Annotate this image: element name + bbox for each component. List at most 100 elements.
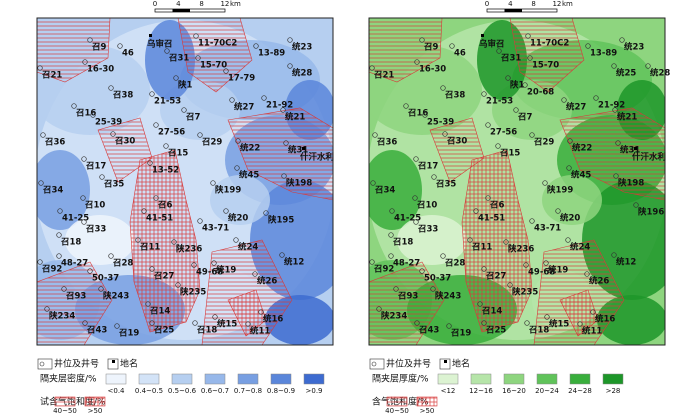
well-label: 召18: [197, 326, 217, 336]
well-label: 27-56: [158, 128, 185, 138]
well-label: 陕198: [286, 178, 312, 189]
well-symbol: [90, 112, 96, 118]
well-symbol: [263, 210, 269, 216]
well-label: 统21: [285, 112, 305, 123]
well-label: 41-25: [394, 214, 421, 224]
well-label: 统19: [548, 265, 568, 276]
legend-swatch: [105, 373, 127, 385]
scale-tick: 8: [199, 0, 203, 8]
contour-zone: [37, 150, 90, 230]
well-symbol: [197, 132, 203, 138]
well-label: 陕243: [435, 291, 461, 302]
well-label: 召28: [445, 259, 465, 269]
well-label: 13-89: [258, 49, 285, 59]
well-label: 陕199: [215, 185, 241, 196]
well-label: 召10: [85, 201, 105, 211]
well-symbol: [612, 107, 618, 113]
well-label: 召7: [186, 113, 201, 123]
well-symbol: [577, 321, 583, 327]
well-label: 召31: [501, 54, 521, 64]
well-label: 陕234: [49, 311, 75, 322]
well-symbol: [181, 107, 187, 113]
well-symbol: [524, 320, 530, 326]
well-symbol: [389, 208, 395, 214]
contour-zone: [210, 175, 270, 225]
contour-zone: [65, 215, 135, 265]
well-symbol: [195, 55, 201, 61]
well-symbol: [376, 306, 382, 312]
well-label: 召30: [447, 137, 467, 147]
legend-swatch: [171, 373, 193, 385]
well-symbol: [145, 301, 151, 307]
well-symbol: [57, 208, 63, 214]
well-label: 召25: [486, 326, 506, 336]
well-symbol: [56, 253, 62, 259]
well-symbol: [413, 219, 419, 225]
well-symbol: [164, 48, 170, 54]
well-label: 召30: [115, 137, 135, 147]
legend-hatch: [416, 396, 438, 407]
well-symbol: [287, 63, 293, 69]
scale-tick: 0: [153, 0, 157, 8]
well-symbol: [529, 218, 535, 224]
well-symbol: [633, 202, 639, 208]
map-area: [369, 18, 665, 345]
well-symbol: [253, 43, 259, 49]
well-label: 召21: [42, 71, 62, 81]
well-label: 召36: [377, 138, 397, 148]
well-symbol: [388, 232, 394, 238]
well-symbol: [593, 95, 599, 101]
well-label: 召36: [45, 138, 65, 148]
well-label: 21-92: [598, 101, 625, 111]
legend-label: 24~28: [568, 387, 592, 395]
well-label: 召17: [418, 162, 438, 172]
legend-swatch: [503, 373, 525, 385]
well-label: 召6: [490, 201, 505, 211]
legend-place-icon: [107, 358, 119, 370]
well-label: 统23: [292, 42, 312, 53]
well-label: 统28: [292, 68, 312, 79]
well-symbol: [153, 195, 159, 201]
legend-hatch: [386, 396, 408, 407]
well-symbol: [234, 165, 240, 171]
well-label: 16-30: [419, 65, 446, 75]
legend-hatch: [54, 396, 76, 407]
well-label: 召28: [113, 259, 133, 269]
well-symbol: [233, 237, 239, 243]
well-label: 统11: [250, 326, 270, 337]
scale-bar-seg: [504, 9, 522, 12]
saturation-zone: [129, 149, 201, 333]
well-symbol: [419, 37, 425, 43]
well-label: 陕235: [512, 287, 538, 298]
saturation-zone: [37, 18, 111, 83]
legend-swatch: [536, 373, 558, 385]
well-label: 49-68: [196, 268, 223, 278]
legend-text: 井位及井号: [386, 358, 431, 370]
saturation-zone: [461, 149, 533, 333]
well-label: 统26: [257, 276, 277, 287]
well-label: 统23: [624, 42, 644, 53]
legend-label: 16~20: [502, 387, 526, 395]
map-area: [37, 18, 333, 345]
scale-unit: km: [230, 0, 241, 8]
well-symbol: [372, 132, 378, 138]
well-symbol: [61, 286, 67, 292]
well-label: 召9: [92, 43, 107, 53]
well-label: 统19: [216, 265, 236, 276]
saturation-zone: [533, 239, 625, 345]
legend-swatch: [437, 373, 459, 385]
well-symbol: [281, 173, 287, 179]
well-label: 召11: [140, 243, 160, 253]
well-symbol: [419, 268, 425, 274]
well-symbol: [613, 173, 619, 179]
well-label: 召92: [374, 265, 394, 275]
well-symbol: [619, 37, 625, 43]
well-symbol: [496, 48, 502, 54]
legend-swatch: [303, 373, 325, 385]
well-symbol: [412, 195, 418, 201]
well-label: 陕236: [508, 244, 534, 255]
well-label: 统45: [571, 170, 591, 181]
legend-well-circle: [39, 361, 45, 367]
well-label: 统11: [582, 326, 602, 337]
well-label: 21-92: [266, 101, 293, 111]
